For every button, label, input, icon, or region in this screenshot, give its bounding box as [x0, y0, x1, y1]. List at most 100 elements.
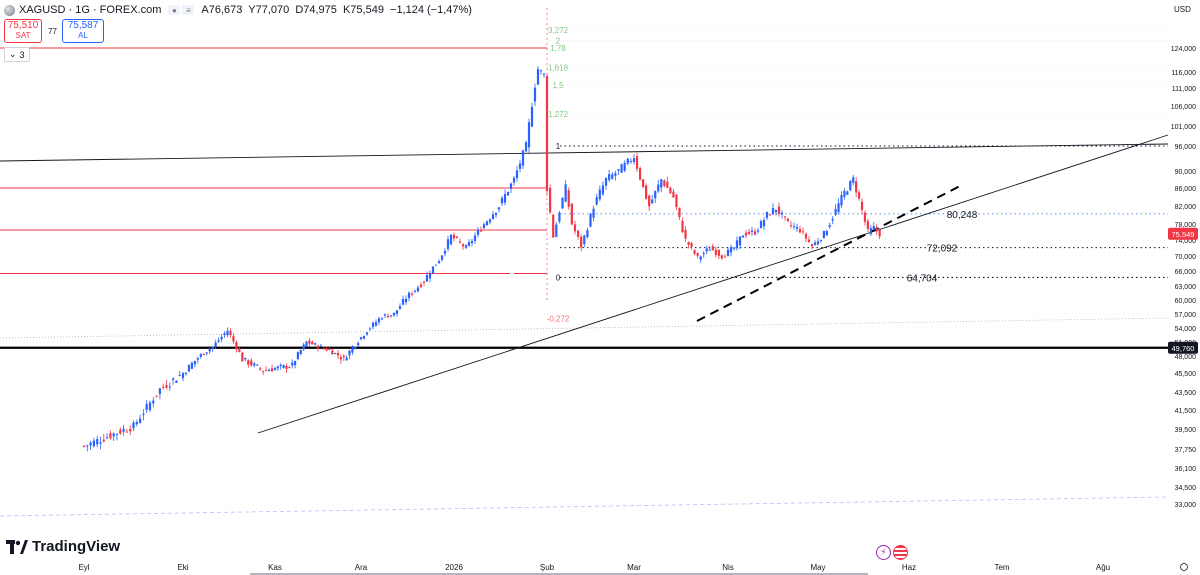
candle[interactable] [314, 342, 317, 346]
candle[interactable] [586, 227, 589, 239]
candle[interactable] [115, 433, 119, 441]
candle[interactable] [331, 349, 334, 355]
candle[interactable] [135, 419, 138, 427]
candle[interactable] [145, 400, 148, 414]
candle[interactable] [632, 154, 636, 165]
candle[interactable] [708, 245, 711, 251]
candle[interactable] [648, 194, 651, 212]
candle[interactable] [690, 241, 693, 250]
candle[interactable] [580, 234, 583, 252]
candle[interactable] [446, 235, 450, 252]
candle[interactable] [506, 191, 510, 196]
candle[interactable] [521, 149, 525, 169]
candle[interactable] [567, 187, 570, 210]
candle[interactable] [641, 179, 645, 189]
candle[interactable] [155, 395, 158, 398]
candle[interactable] [611, 172, 614, 180]
candle[interactable] [362, 335, 366, 340]
candle[interactable] [629, 158, 632, 165]
candle[interactable] [846, 190, 849, 196]
candle[interactable] [404, 295, 408, 305]
candle[interactable] [232, 333, 235, 344]
candle[interactable] [798, 225, 802, 234]
candle[interactable] [651, 194, 654, 204]
candle[interactable] [765, 211, 769, 221]
candle[interactable] [359, 336, 363, 341]
candle[interactable] [229, 328, 232, 338]
candle[interactable] [199, 353, 202, 359]
candle[interactable] [813, 240, 817, 246]
candle[interactable] [810, 243, 814, 250]
candle[interactable] [142, 409, 145, 421]
candle[interactable] [675, 194, 678, 211]
candle[interactable] [305, 341, 308, 347]
candle[interactable] [348, 349, 351, 360]
candle[interactable] [635, 152, 639, 172]
candle[interactable] [208, 347, 211, 355]
candle[interactable] [866, 218, 870, 232]
candle[interactable] [666, 176, 669, 188]
candle[interactable] [238, 346, 241, 353]
candle[interactable] [530, 102, 534, 128]
candle[interactable] [783, 216, 787, 221]
candle[interactable] [152, 397, 155, 408]
candle[interactable] [542, 72, 546, 78]
candle[interactable] [82, 445, 86, 448]
candle[interactable] [267, 368, 271, 372]
candle[interactable] [878, 228, 881, 240]
candle[interactable] [573, 220, 577, 235]
candle[interactable] [771, 203, 775, 215]
candle[interactable] [768, 213, 772, 216]
candle[interactable] [696, 252, 699, 259]
candle[interactable] [509, 182, 513, 194]
candle[interactable] [440, 255, 444, 262]
candle[interactable] [614, 170, 617, 181]
candle[interactable] [620, 163, 623, 173]
candle[interactable] [392, 312, 396, 318]
lightning-icon[interactable]: ⚡ [876, 545, 891, 560]
candle[interactable] [626, 158, 629, 166]
candle[interactable] [843, 188, 846, 200]
upper-trend-line[interactable] [0, 143, 1169, 162]
candle[interactable] [825, 229, 828, 236]
candle[interactable] [342, 354, 345, 362]
candle[interactable] [533, 83, 537, 106]
candle[interactable] [684, 226, 687, 243]
candle[interactable] [598, 185, 601, 202]
candle[interactable] [357, 341, 360, 347]
candle[interactable] [789, 221, 793, 229]
candle[interactable] [223, 331, 226, 338]
candle[interactable] [125, 428, 128, 433]
candle[interactable] [288, 365, 291, 369]
candle[interactable] [654, 190, 657, 203]
candle[interactable] [276, 365, 279, 372]
candle[interactable] [389, 315, 393, 318]
candle[interactable] [119, 427, 122, 435]
candle[interactable] [604, 177, 608, 190]
candle[interactable] [380, 317, 384, 320]
candle[interactable] [837, 198, 840, 215]
candle[interactable] [413, 290, 417, 294]
candle[interactable] [262, 370, 265, 376]
candle[interactable] [762, 217, 766, 230]
candle[interactable] [863, 210, 867, 226]
candle[interactable] [756, 228, 760, 234]
candle[interactable] [235, 340, 238, 353]
candle[interactable] [244, 357, 247, 362]
candle[interactable] [869, 224, 872, 236]
candle[interactable] [285, 363, 288, 374]
candle[interactable] [750, 226, 754, 236]
candle[interactable] [158, 387, 161, 400]
candle[interactable] [583, 234, 586, 248]
candle[interactable] [96, 435, 99, 448]
candle[interactable] [217, 337, 220, 344]
data-status-icon[interactable]: ≡ [182, 5, 195, 15]
candle[interactable] [497, 206, 501, 213]
candle[interactable] [316, 344, 320, 352]
candle[interactable] [539, 69, 543, 75]
candle[interactable] [371, 321, 375, 330]
candle[interactable] [398, 303, 402, 310]
candle[interactable] [786, 218, 790, 223]
candle[interactable] [515, 165, 519, 182]
